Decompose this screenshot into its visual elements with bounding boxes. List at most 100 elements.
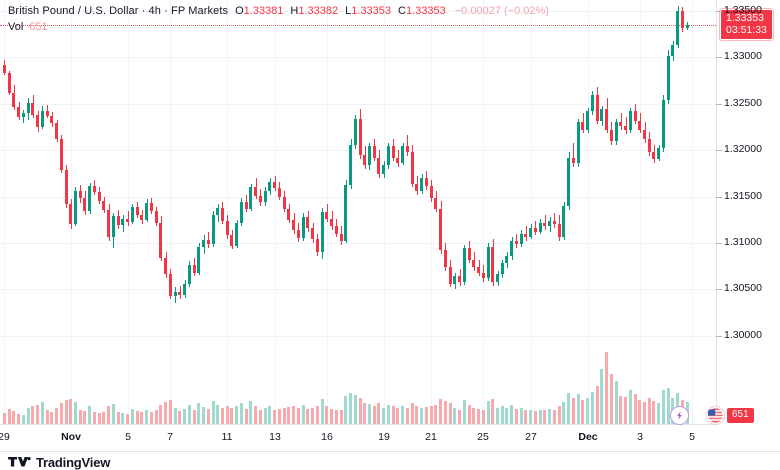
candle-body bbox=[192, 265, 196, 273]
candle-body bbox=[386, 146, 390, 165]
candle-body bbox=[367, 146, 371, 165]
volume-bar bbox=[59, 403, 63, 424]
us-flag-icon[interactable] bbox=[706, 406, 725, 425]
candle-body bbox=[524, 233, 528, 238]
candle-body bbox=[462, 248, 466, 282]
price-scale[interactable]: 1.33353 03:51:33 1.33500 1.33000 1.32500 1.… bbox=[716, 0, 780, 424]
candle-body bbox=[652, 152, 656, 160]
grid-line-vertical bbox=[384, 0, 385, 424]
candle-body bbox=[680, 11, 684, 28]
volume-bar bbox=[562, 402, 566, 424]
price-tick-label: 1.32000 bbox=[724, 143, 762, 155]
candle-body bbox=[254, 187, 258, 196]
candle-body bbox=[372, 146, 376, 158]
candle-body bbox=[581, 122, 585, 130]
grid-line-vertical bbox=[275, 0, 276, 424]
candle-body bbox=[472, 259, 476, 267]
candle-body bbox=[320, 212, 324, 253]
bar-countdown: 03:51:33 bbox=[726, 24, 767, 36]
time-tick-label: 11 bbox=[221, 431, 233, 443]
candle-body bbox=[273, 181, 277, 189]
volume-bar bbox=[652, 401, 656, 424]
lightning-bolt-icon[interactable] bbox=[670, 406, 689, 425]
candle-body bbox=[638, 120, 642, 130]
candle-body bbox=[64, 169, 68, 204]
volume-bar bbox=[88, 406, 92, 424]
candle-body bbox=[168, 274, 172, 296]
candle-body bbox=[647, 139, 651, 153]
volume-bar bbox=[268, 405, 272, 424]
volume-bar bbox=[453, 407, 457, 424]
bottom-bar bbox=[0, 452, 780, 470]
volume-bar bbox=[448, 402, 452, 424]
candle-body bbox=[202, 240, 206, 247]
candle-body bbox=[590, 94, 594, 112]
time-scale-top-separator bbox=[0, 424, 716, 425]
candle-body bbox=[135, 206, 139, 216]
volume-bar bbox=[462, 400, 466, 424]
time-tick-label: 21 bbox=[425, 431, 437, 443]
candle-body bbox=[244, 202, 248, 209]
volume-bar bbox=[505, 407, 509, 424]
price-tick-dash bbox=[716, 11, 722, 12]
volume-bar bbox=[557, 406, 561, 424]
candle-body bbox=[510, 241, 514, 256]
grid-line-horizontal bbox=[0, 57, 716, 58]
candle-body bbox=[643, 129, 646, 140]
candle-body bbox=[282, 196, 286, 209]
volume-bar bbox=[216, 404, 220, 424]
grid-line-vertical bbox=[170, 0, 171, 424]
candle-wick bbox=[621, 113, 622, 130]
candle-body bbox=[183, 283, 187, 295]
grid-line-horizontal bbox=[0, 243, 716, 244]
candle-body bbox=[586, 111, 590, 130]
volume-bar bbox=[225, 406, 229, 424]
candle-body bbox=[2, 64, 6, 74]
candle-body bbox=[225, 220, 229, 236]
grid-line-horizontal bbox=[0, 289, 716, 290]
volume-bar bbox=[31, 406, 35, 424]
volume-bar bbox=[296, 407, 300, 424]
time-tick-label: 5 bbox=[125, 431, 131, 443]
volume-bar bbox=[424, 406, 428, 424]
candle-body bbox=[661, 100, 665, 149]
volume-bar bbox=[405, 407, 409, 424]
volume-bar bbox=[529, 410, 533, 424]
volume-bar bbox=[382, 407, 386, 424]
candle-body bbox=[258, 195, 262, 203]
volume-bar bbox=[102, 412, 106, 424]
price-tick-dash bbox=[716, 104, 722, 105]
price-tick-label: 1.31000 bbox=[724, 236, 762, 248]
candle-body bbox=[220, 207, 224, 221]
volume-bar bbox=[643, 402, 646, 424]
time-tick-label: 29 bbox=[0, 431, 10, 443]
volume-bar bbox=[92, 411, 96, 424]
grid-line-vertical bbox=[4, 0, 5, 424]
candle-body bbox=[36, 114, 40, 127]
grid-line-vertical bbox=[227, 0, 228, 424]
volume-bar bbox=[458, 409, 462, 424]
volume-bar bbox=[571, 397, 575, 424]
chart-plot-area[interactable] bbox=[0, 0, 716, 424]
candle-body bbox=[50, 115, 54, 124]
candle-body bbox=[26, 102, 30, 114]
volume-bar bbox=[206, 409, 210, 424]
candle-body bbox=[12, 92, 16, 107]
time-tick-label: 5 bbox=[689, 431, 695, 443]
price-tick-label: 1.30500 bbox=[724, 282, 762, 294]
candle-body bbox=[529, 228, 533, 238]
volume-bar bbox=[230, 407, 234, 424]
candle-body bbox=[40, 111, 44, 127]
volume-bar bbox=[149, 411, 153, 424]
volume-bar bbox=[353, 395, 357, 424]
volume-bar bbox=[168, 400, 172, 424]
candle-body bbox=[377, 157, 381, 175]
time-tick-label: 3 bbox=[637, 431, 643, 443]
candle-body bbox=[325, 212, 329, 219]
grid-line-vertical bbox=[692, 0, 693, 424]
tradingview-logo[interactable]: TradingView bbox=[8, 455, 110, 470]
candle-body bbox=[477, 267, 481, 273]
price-tick-dash bbox=[716, 336, 722, 337]
time-scale[interactable]: 29 Nov 5 7 11 13 16 19 21 25 27 Dec 3 5 bbox=[0, 424, 780, 452]
tradingview-mark-icon bbox=[8, 456, 31, 466]
